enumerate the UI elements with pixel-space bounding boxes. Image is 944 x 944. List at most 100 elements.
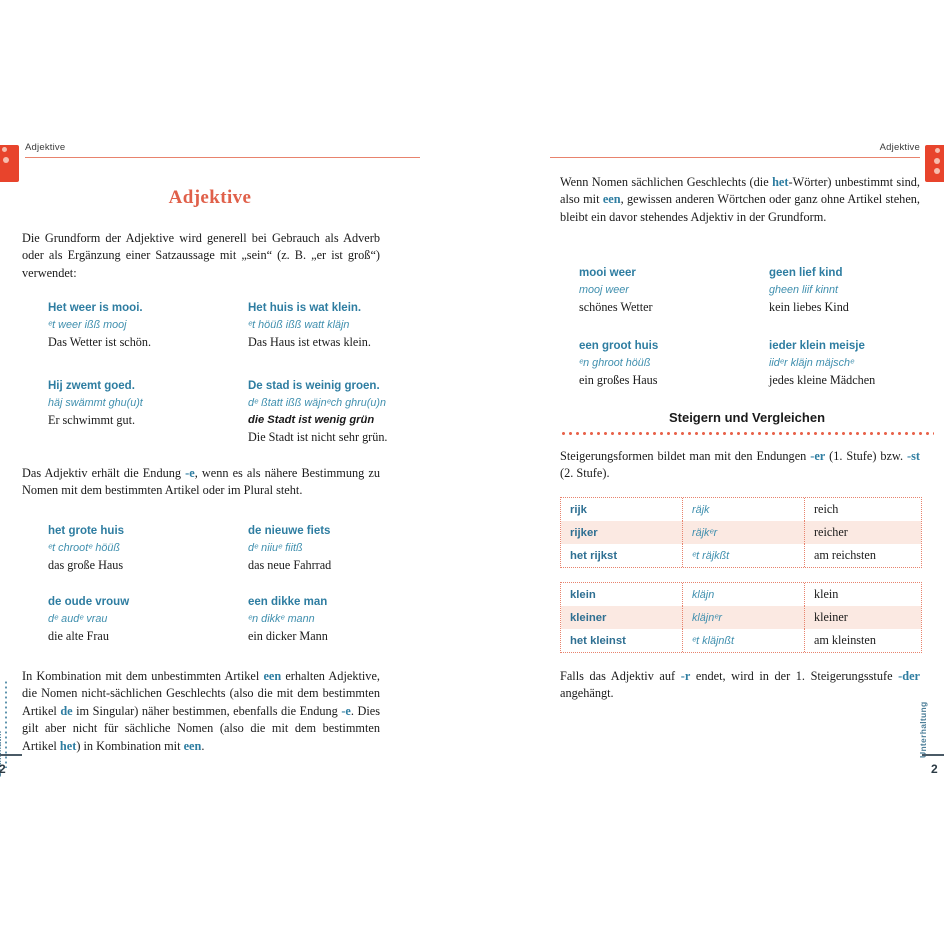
right-page: Adjektive Wenn Nomen sächlichen Geschlec… [550, 140, 944, 795]
example-item: het grote huis ᵉt chrootᵉ höüß das große… [48, 523, 248, 574]
rintro-text-3: , gewissen anderen Wörtchen oder ganz oh… [560, 192, 920, 224]
section-dotted-rule [560, 432, 934, 435]
left-rule-paragraph-2: In Kombination mit dem unbestimmten Arti… [22, 668, 380, 755]
right-folio-rule [922, 754, 944, 756]
example-phonetic: dᵉ audᵉ vrau [48, 613, 108, 625]
rrule2-text-2: endet, wird in der 1. Steigerungsstufe [690, 669, 899, 683]
left-thumb-tab [0, 145, 19, 182]
example-dutch: Het weer is mooi. [48, 302, 143, 314]
right-running-head: Adjektive [550, 140, 944, 162]
rrule2-text-3: angehängt. [560, 686, 614, 701]
example-item: geen lief kind ɡheen liif kinnt kein lie… [769, 265, 944, 316]
rintro-text-2: -Wörter) unbestimmt sind, also mit [560, 175, 920, 207]
example-dutch: het grote huis [48, 525, 125, 537]
rrule1-text-1: Steigerungsformen bildet man mit den End… [560, 449, 811, 463]
example-item: de oude vrouw dᵉ audᵉ vrau die alte Frau [48, 594, 248, 645]
left-examples-block-2: het grote huis ᵉt chrootᵉ höüß das große… [48, 523, 448, 574]
example-item: Het huis is wat klein. ᵉt höüß ißß watt … [248, 300, 448, 351]
example-dutch: Hij zwemt goed. [48, 380, 135, 392]
table-cell-dutch: rijker [561, 521, 683, 544]
left-examples-block-2b: de oude vrouw dᵉ audᵉ vrau die alte Frau… [48, 594, 448, 645]
tab-dot-icon [934, 168, 940, 174]
rrule1-text-2: (1. Stufe) bzw. [825, 449, 908, 463]
right-side-label: Unterhaltung [918, 701, 928, 758]
example-phonetic: iidᵉr kläjn mäjschᵉ [769, 357, 855, 369]
left-examples-block-1: Het weer is mooi. ᵉt weer ißß mooj Das W… [48, 300, 448, 351]
rule2-text-4: . Dies gilt aber nicht für sächliche Nom… [22, 703, 380, 753]
rrule1-text-3: (2. Stufe). [560, 466, 610, 481]
table-cell-phonetic: räjk [683, 498, 805, 521]
left-folio-number: 2 [0, 762, 6, 776]
example-phonetic: dᵉ ßtatt ißß wäjnᵉch ɡhru(u)n [248, 397, 386, 409]
table-cell-phonetic: räjkᵉr [683, 521, 805, 544]
left-running-head-text: Adjektive [25, 142, 66, 153]
example-german: die alte Frau [48, 629, 109, 643]
right-examples-block-1b: een groot huis ᵉn ɡhroot höüß ein großes… [579, 338, 944, 389]
left-examples-block-1b: Hij zwemt goed. häj swämmt ɡhu(u)t Er sc… [48, 378, 448, 446]
example-german: Das Wetter ist schön. [48, 335, 152, 349]
tab-dot-icon [934, 158, 940, 164]
right-thumb-tab [925, 145, 944, 182]
example-german-italic: die Stadt ist wenig grün [248, 414, 375, 426]
rintro-text-1: Wenn Nomen sächlichen Geschlechts (die [560, 175, 773, 189]
example-german: jedes kleine Mädchen [769, 373, 876, 387]
example-german: Er schwimmt gut. [48, 413, 135, 427]
rule2-keyword-3: -e [341, 703, 351, 718]
example-phonetic: mooj weer [579, 284, 629, 296]
table-cell-phonetic: ᵉt kläjnßt [683, 629, 805, 652]
example-item: ieder klein meisje iidᵉr kläjn mäjschᵉ j… [769, 338, 944, 389]
right-rule-paragraph-2: Falls das Adjektiv auf -r endet, wird in… [560, 668, 920, 703]
left-folio-rule [0, 754, 22, 756]
example-phonetic: ɡheen liif kinnt [769, 284, 839, 296]
table-cell-phonetic: kläjn [683, 583, 805, 606]
rule2-text-1: In Kombination mit dem unbestimmten Arti… [22, 669, 264, 683]
rule2-text-2: erhalten Adjektive, die Nomen nicht-säch… [22, 669, 380, 718]
right-running-head-text: Adjektive [879, 142, 920, 153]
example-dutch: ieder klein meisje [769, 340, 865, 352]
example-phonetic: ᵉn dikkᵉ mann [248, 613, 315, 625]
rule2-text-6: . [201, 738, 205, 753]
right-running-head-rule [550, 157, 920, 158]
example-german: das neue Fahrrad [248, 558, 332, 572]
example-dutch: een groot huis [579, 340, 659, 352]
table-row: het kleinst ᵉt kläjnßt am kleinsten [561, 629, 921, 652]
example-item: mooi weer mooj weer schönes Wetter [579, 265, 769, 316]
rule2-keyword-4: het [59, 738, 77, 753]
example-german: ein dicker Mann [248, 629, 328, 643]
example-german: schönes Wetter [579, 300, 653, 314]
left-running-head-rule [25, 157, 420, 158]
table-row: rijk räjk reich [561, 498, 921, 521]
table-row: klein kläjn klein [561, 583, 921, 606]
example-phonetic: ᵉt chrootᵉ höüß [48, 542, 120, 554]
rrule2-text-1: Falls das Adjektiv auf [560, 669, 681, 683]
rule2-keyword-2: de [60, 703, 73, 718]
table-cell-dutch: kleiner [561, 606, 683, 629]
example-dutch: de nieuwe fiets [248, 525, 331, 537]
left-intro-paragraph: Die Grundform der Adjektive wird generel… [22, 231, 380, 280]
rule2-text-5: ) in Kombination mit [76, 738, 184, 753]
table-cell-dutch: het kleinst [561, 629, 683, 652]
left-side-dotted-line [5, 680, 7, 768]
example-dutch: Het huis is wat klein. [248, 302, 362, 314]
rule2-text-3: im Singular) näher bestimmen, ebenfalls … [72, 703, 342, 718]
example-dutch: De stad is weinig groen. [248, 380, 380, 392]
example-dutch: mooi weer [579, 267, 636, 279]
example-item: De stad is weinig groen. dᵉ ßtatt ißß wä… [248, 378, 448, 446]
table-cell-german: am kleinsten [814, 633, 876, 647]
table-cell-dutch: rijk [561, 498, 683, 521]
table-row: kleiner kläjnᵉr kleiner [561, 606, 921, 629]
rule1-keyword-1: -e [185, 466, 195, 480]
rrule1-keyword-1: -er [810, 449, 826, 463]
example-phonetic: ᵉn ɡhroot höüß [579, 357, 651, 369]
table-cell-dutch: klein [561, 583, 683, 606]
table-row: het rijkst ᵉt räjkßt am reichsten [561, 544, 921, 567]
example-phonetic: häj swämmt ɡhu(u)t [48, 397, 143, 409]
left-rule-paragraph-1: Das Adjektiv erhält die Endung -e, wenn … [22, 465, 380, 500]
example-german: kein liebes Kind [769, 300, 849, 314]
right-rule-paragraph-1: Steigerungsformen bildet man mit den End… [560, 448, 920, 483]
left-running-head: Adjektive [0, 140, 420, 162]
example-dutch: geen lief kind [769, 267, 843, 279]
tab-dot-icon [2, 147, 7, 152]
right-folio-number: 2 [931, 762, 938, 776]
example-item: een groot huis ᵉn ɡhroot höüß ein großes… [579, 338, 769, 389]
